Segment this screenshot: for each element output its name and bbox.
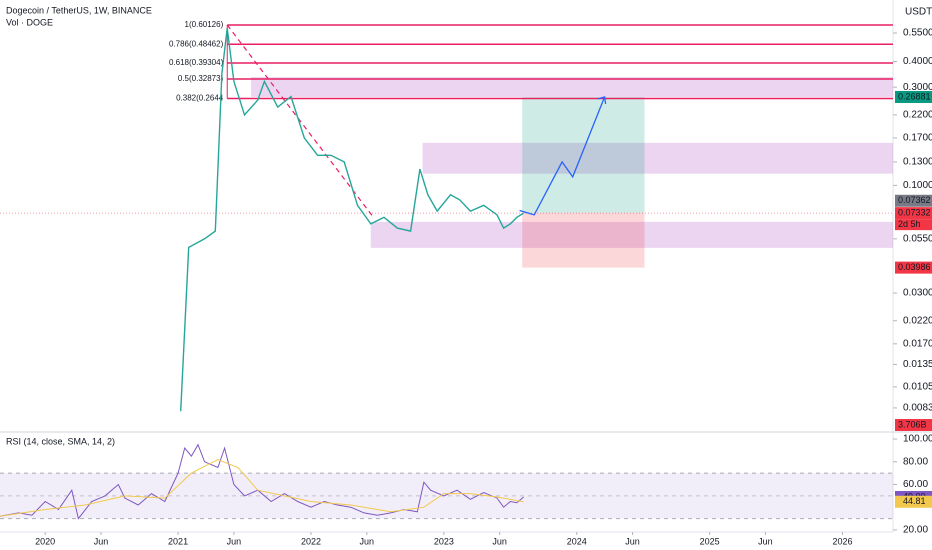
y-tick-label: 20.00 [903, 525, 928, 536]
series-line [180, 28, 524, 412]
x-tick-label: Jun [758, 536, 773, 546]
volume-label-box [895, 419, 932, 431]
volume-label: 3.706B [898, 419, 927, 429]
fib-label: 1(0.60126) [185, 20, 224, 29]
x-tick-label: Jun [625, 536, 640, 546]
x-tick-label: 2021 [168, 536, 188, 546]
x-tick-label: Jun [492, 536, 507, 546]
last-value-box [895, 495, 932, 508]
x-tick-label: 2020 [35, 536, 55, 546]
rsi-band [0, 473, 893, 519]
stop-zone [522, 212, 645, 268]
last-value-label: 44.81 [903, 496, 926, 506]
x-tick-label: 2025 [700, 536, 720, 546]
countdown: 2d 5h [898, 219, 921, 229]
zone [251, 77, 893, 97]
x-tick-label: Jun [227, 536, 242, 546]
x-tick-label: 2023 [434, 536, 454, 546]
y-tick-label: 0.00830 [903, 403, 932, 414]
y-axis-label: USDT [905, 7, 932, 18]
price-label: 0.03986 [898, 262, 931, 272]
price-label-box [895, 194, 932, 207]
price-label: 0.07362 [898, 195, 931, 205]
fib-label: 0.382(0.2644 [176, 94, 224, 103]
x-tick-label: 2024 [567, 536, 587, 546]
price-label: 0.07332 [898, 208, 931, 218]
arrow-head [597, 96, 607, 105]
price-label: 0.26881 [898, 91, 931, 101]
trend-line [226, 24, 374, 218]
price-label-box [895, 261, 932, 274]
countdown-box [895, 219, 932, 231]
zone [370, 221, 893, 248]
fib-label: 0.786(0.48462) [169, 39, 224, 48]
rsi-title: RSI (14, close, SMA, 14, 2) [6, 436, 115, 446]
chart-title: Dogecoin / TetherUS, 1W, BINANCE [6, 5, 152, 15]
fib-label: 0.5(0.32873) [178, 74, 224, 83]
fib-label: 0.618(0.39304) [169, 58, 224, 67]
chart-subtitle: Vol · DOGE [6, 17, 53, 27]
x-tick-label: 2022 [301, 536, 321, 546]
x-tick-label: Jun [360, 536, 375, 546]
series-line [0, 458, 524, 517]
x-tick-label: 2026 [832, 536, 852, 546]
x-tick-label: Jun [94, 536, 109, 546]
y-tick-label: 60.00 [903, 479, 928, 490]
projection [519, 96, 606, 216]
price-label-box [895, 207, 932, 220]
target-zone [522, 96, 645, 213]
y-tick-label: 100.00 [903, 434, 932, 445]
price-label-box [895, 90, 932, 103]
y-tick-label: 80.00 [903, 456, 928, 467]
zone [422, 142, 893, 174]
